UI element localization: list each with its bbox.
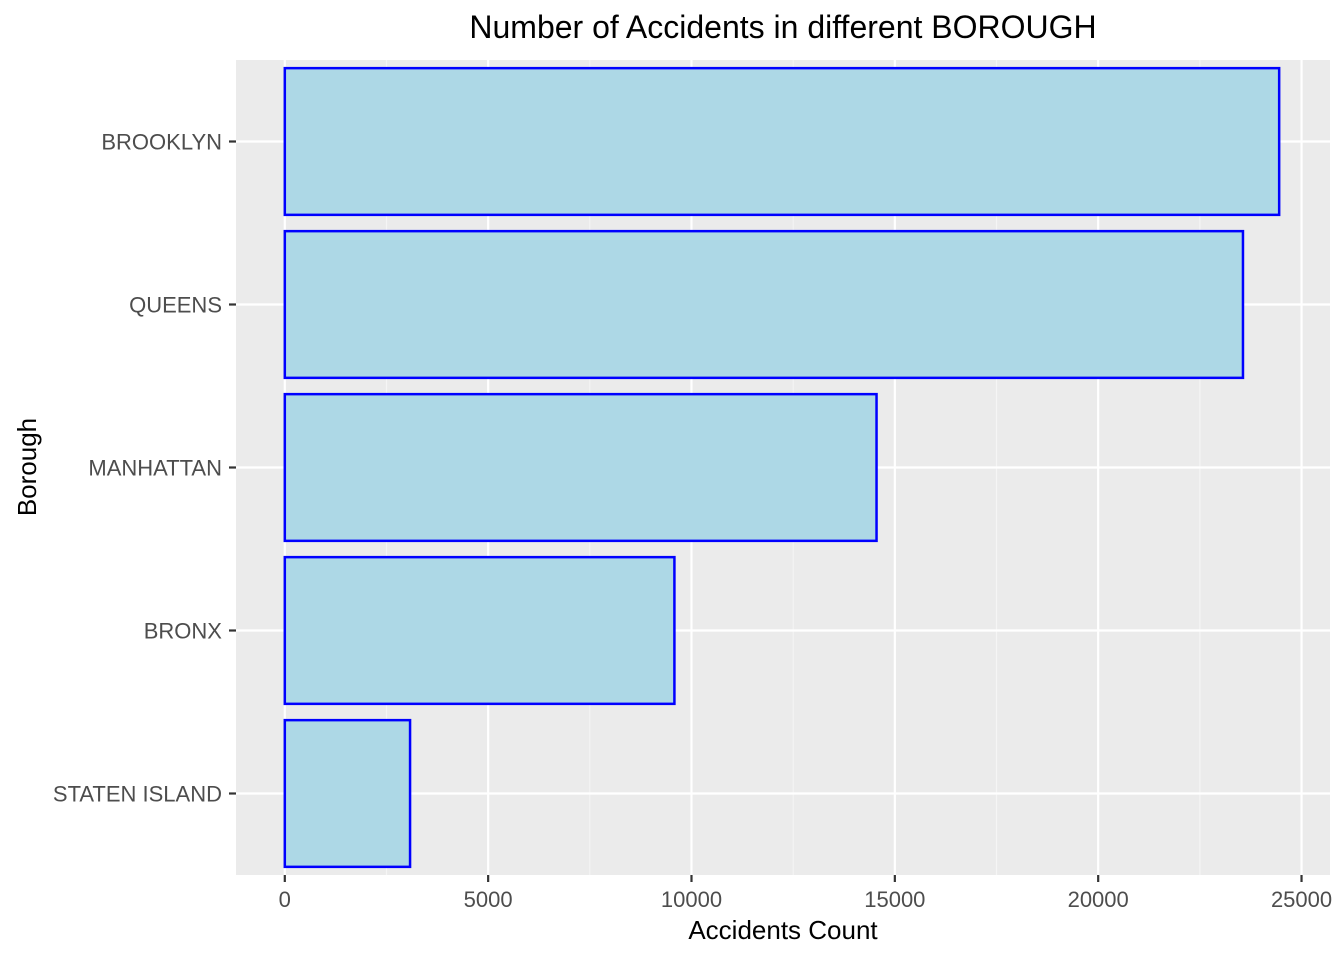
chart-title: Number of Accidents in different BOROUGH xyxy=(469,9,1096,45)
x-tick-label: 0 xyxy=(279,887,291,912)
bars xyxy=(283,66,1281,869)
x-axis-title: Accidents Count xyxy=(688,915,878,945)
x-tick-label: 15000 xyxy=(864,887,925,912)
x-tick-label: 5000 xyxy=(464,887,513,912)
bar xyxy=(283,229,1245,380)
y-tick-label: MANHATTAN xyxy=(88,456,222,481)
bar xyxy=(283,66,1281,217)
bar xyxy=(283,392,878,543)
x-tick-label: 20000 xyxy=(1068,887,1129,912)
bar xyxy=(283,718,412,869)
x-tick-label: 25000 xyxy=(1271,887,1332,912)
y-tick-label: BROOKLYN xyxy=(101,130,222,155)
x-tick-label: 10000 xyxy=(661,887,722,912)
y-axis: BROOKLYN QUEENS MANHATTAN BRONX STATEN ISLAN… xyxy=(53,130,236,807)
y-tick-label: BRONX xyxy=(144,619,223,644)
y-tick-label: QUEENS xyxy=(129,293,222,318)
bar xyxy=(283,555,676,706)
x-axis: 0 5000 10000 15000 20000 25000 xyxy=(279,875,1332,912)
y-tick-label: STATEN ISLAND xyxy=(53,782,222,807)
y-axis-title: Borough xyxy=(12,418,42,516)
